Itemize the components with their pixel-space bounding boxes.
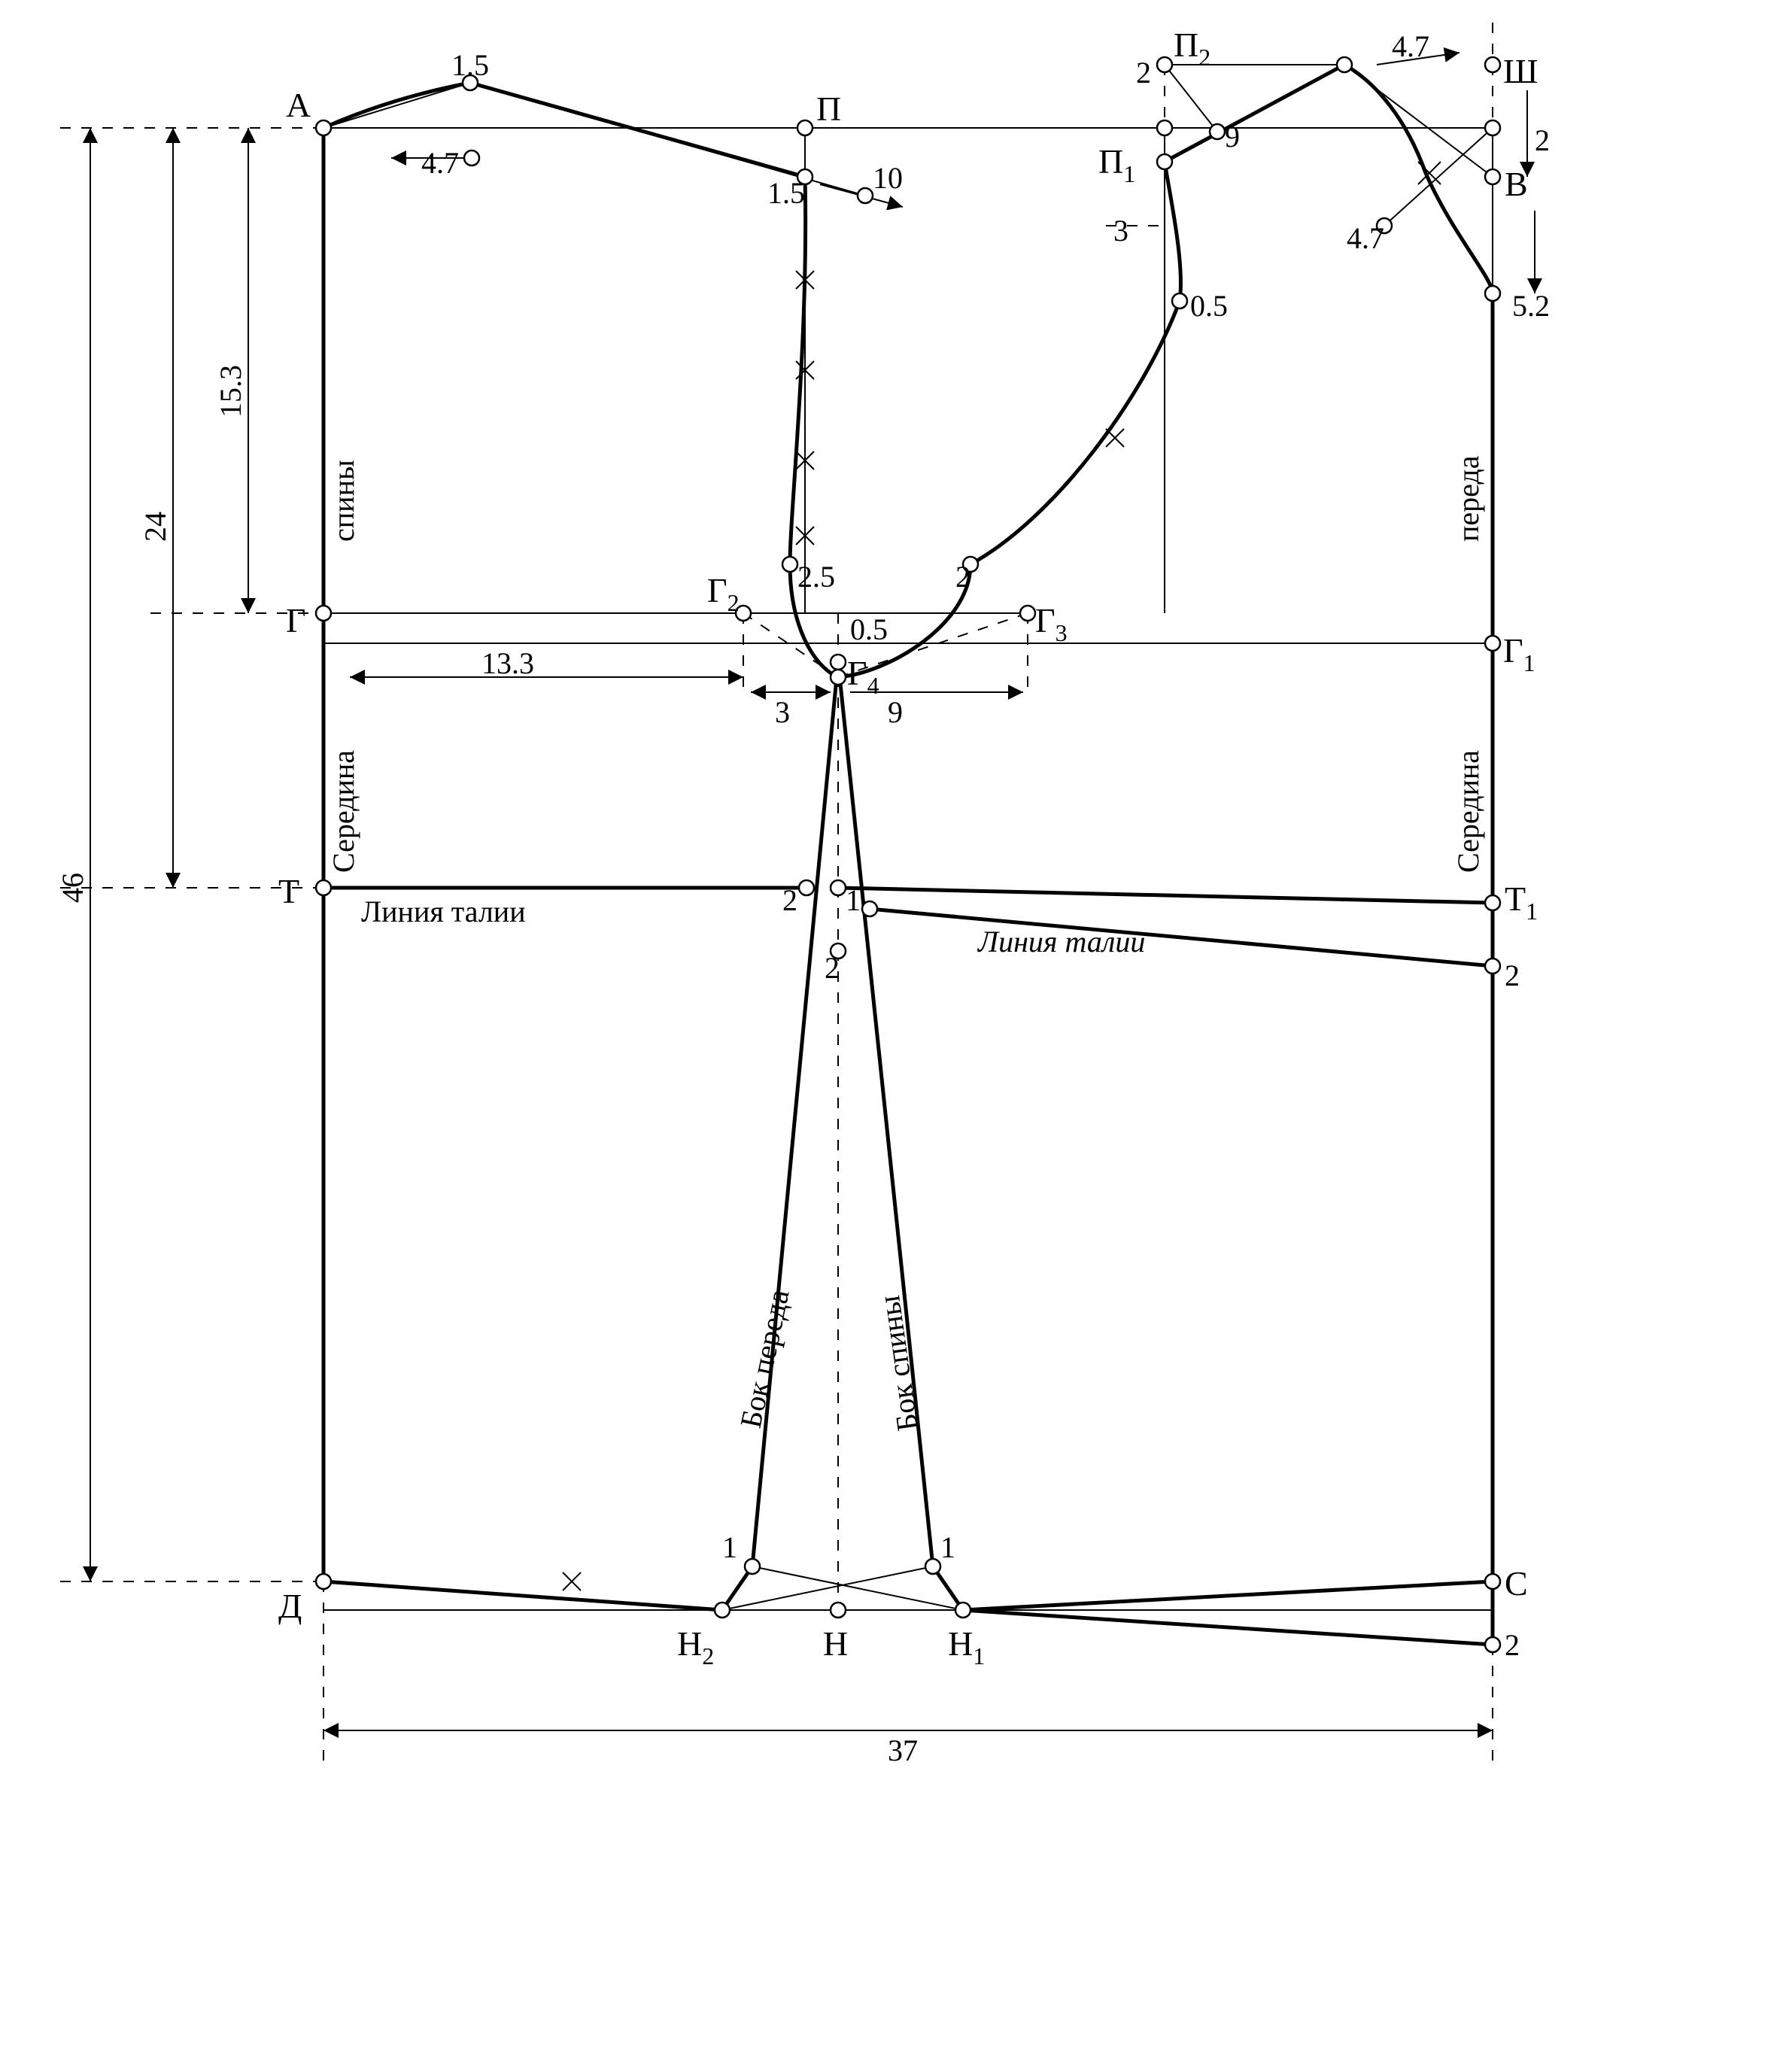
dim-1a: 1 [722,1530,737,1564]
lbl-T: Т [278,872,299,910]
dim-15.3: 15.3 [214,365,248,418]
txt-center-front2: переда [1451,455,1485,542]
lbl-H2: Н2 [677,1624,714,1669]
dim-0.5a: 0.5 [1190,289,1228,323]
dim-2c: 2 [955,560,970,594]
txt-waist1: Линия талии [361,895,526,928]
lbl-C: С [1505,1564,1528,1603]
lbl-H1: Н1 [948,1624,985,1669]
txt-side-front: Бок переда [734,1286,796,1430]
lbl-G2: Г2 [707,571,740,616]
lbl-P: П [816,90,841,128]
guide-lines [60,23,1493,1768]
dim-2g: 2 [1505,1628,1520,1662]
dim-37: 37 [888,1733,918,1767]
dim-2b: 2 [1535,123,1550,157]
dim-3a: 3 [1113,214,1128,248]
dim-1c: 1 [846,883,861,917]
txt-center-front: Середина [1451,750,1485,873]
dim-2d: 2 [782,883,797,917]
dim-10: 10 [873,161,903,195]
dim-1.5b: 1.5 [767,176,805,210]
lbl-G: Г [286,601,306,640]
dim-4.7c: 4.7 [1347,221,1384,255]
lbl-V: В [1505,165,1528,203]
dim-3: 3 [775,695,790,729]
lbl-T1: Т1 [1505,880,1538,925]
dim-2e: 2 [825,951,840,985]
lbl-G1: Г1 [1503,631,1535,676]
dim-2a: 2 [1136,56,1151,90]
dim-1.5a: 1.5 [451,48,489,82]
dim-9: 9 [888,695,903,729]
lbl-D: Д [278,1587,302,1625]
dim-5.2: 5.2 [1512,289,1550,323]
lbl-Sh: Ш [1503,52,1538,90]
dim-46: 46 [56,873,90,903]
txt-side-back: Бок спины [872,1293,925,1433]
txt-waist2: Линия талии [977,925,1145,959]
lbl-P1: П1 [1098,142,1135,187]
lbl-A: А [286,86,311,124]
dim-2.5: 2.5 [797,560,835,594]
dim-1b: 1 [940,1530,955,1564]
txt-center-back2: спины [327,460,360,542]
dim-9a: 9 [1225,120,1240,153]
dim-24: 24 [138,512,172,542]
dim-4.7a: 4.7 [421,146,459,180]
dim-4.7b: 4.7 [1392,29,1429,63]
txt-center-back: Середина [327,750,360,873]
lbl-H: Н [823,1624,848,1663]
dim-0.5b: 0.5 [850,612,888,646]
lbl-G3: Г3 [1035,601,1068,646]
dim-2f: 2 [1505,959,1520,992]
dim-13.3: 13.3 [481,646,534,680]
